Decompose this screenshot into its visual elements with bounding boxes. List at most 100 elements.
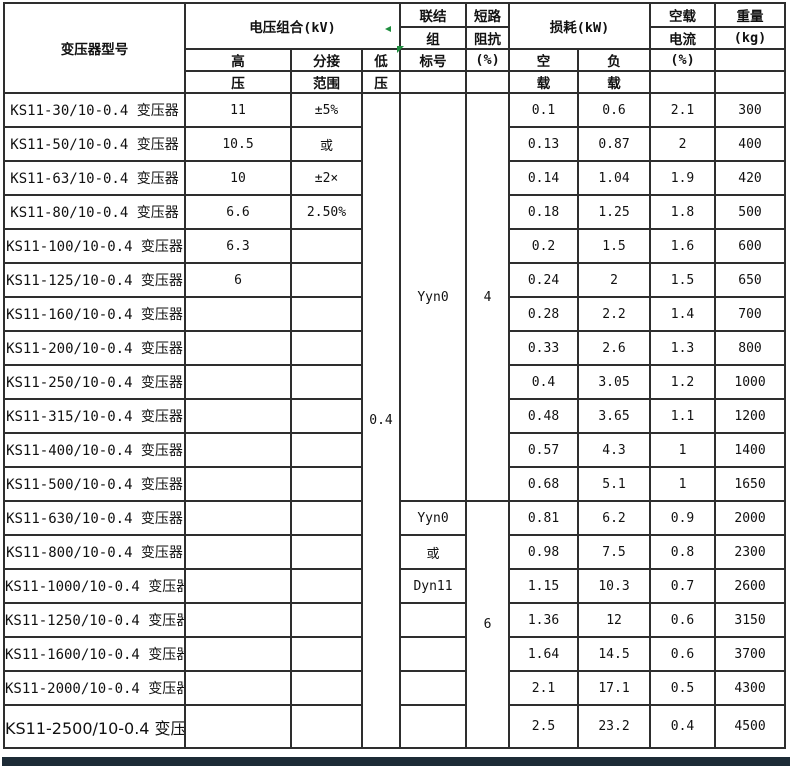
noload-loss-cell: 0.13 xyxy=(508,126,580,162)
header-impedance-empty xyxy=(465,70,511,94)
weight-cell: 700 xyxy=(714,296,787,332)
tap-range-cell: ±2× xyxy=(290,160,363,196)
tap-range-cell xyxy=(290,330,363,366)
header-weight-empty2 xyxy=(714,70,787,94)
noload-loss-cell: 0.18 xyxy=(508,194,580,230)
header-current-line3: (%) xyxy=(649,48,717,72)
load-loss-cell: 4.3 xyxy=(577,432,652,468)
header-load-loss-line2: 载 xyxy=(577,70,652,94)
weight-cell: 1200 xyxy=(714,398,787,434)
header-current-line1: 空载 xyxy=(649,2,717,28)
weight-cell: 800 xyxy=(714,330,787,366)
connection-group-cell xyxy=(399,670,468,706)
tap-range-cell xyxy=(290,466,363,502)
tap-range-cell xyxy=(290,500,363,536)
weight-cell: 1000 xyxy=(714,364,787,400)
header-model: 变压器型号 xyxy=(3,2,186,94)
table-row: KS11-800/10-0.4 变压器 或 0.98 7.5 0.8 2300 xyxy=(3,534,787,570)
table-row: KS11-50/10-0.4 变压器 10.5 或 0.13 0.87 2 400 xyxy=(3,126,787,162)
header-loss: 损耗(kW) xyxy=(508,2,652,50)
tap-range-cell xyxy=(290,602,363,638)
tap-range-cell xyxy=(290,534,363,570)
tap-range-cell xyxy=(290,262,363,298)
hv-voltage-cell: 11 xyxy=(184,92,292,128)
header-hv-line2: 压 xyxy=(184,70,292,94)
noload-loss-cell: 0.2 xyxy=(508,228,580,264)
noload-loss-cell: 0.48 xyxy=(508,398,580,434)
hv-voltage-cell xyxy=(184,398,292,434)
weight-cell: 4300 xyxy=(714,670,787,706)
hv-voltage-cell xyxy=(184,466,292,502)
noload-current-cell: 1 xyxy=(649,432,717,468)
noload-current-cell: 1.9 xyxy=(649,160,717,196)
load-loss-cell: 2 xyxy=(577,262,652,298)
header-row-4: 压 范围 压 载 载 xyxy=(4,70,787,94)
hv-voltage-cell: 10 xyxy=(184,160,292,196)
header-tap-line1: 分接 xyxy=(290,48,363,72)
connection-group-cell: Dyn11 xyxy=(399,568,468,604)
table-row: KS11-2000/10-0.4 变压器 2.1 17.1 0.5 4300 xyxy=(3,670,787,706)
noload-current-cell: 2.1 xyxy=(649,92,717,128)
header-noload-loss-line2: 载 xyxy=(508,70,580,94)
hv-voltage-cell: 6.6 xyxy=(184,194,292,230)
header-weight-line2: (kg) xyxy=(714,26,787,50)
noload-current-cell: 1 xyxy=(649,466,717,502)
hv-voltage-cell xyxy=(184,636,292,672)
transformer-spec-table: 变压器型号 电压组合(kV) 联结 短路 损耗(kW) 空载 重量 组 阻抗 电… xyxy=(3,2,787,749)
noload-loss-cell: 0.24 xyxy=(508,262,580,298)
hv-voltage-cell xyxy=(184,330,292,366)
noload-current-cell: 1.6 xyxy=(649,228,717,264)
model-cell: KS11-500/10-0.4 变压器 xyxy=(3,466,186,502)
noload-loss-cell: 2.5 xyxy=(508,704,580,749)
header-connection-line3: 标号 xyxy=(399,48,468,72)
hv-voltage-cell xyxy=(184,704,292,749)
header-lv-line2: 压 xyxy=(360,70,402,94)
connection-group-cell: Yyn0 xyxy=(399,500,468,536)
header-impedance-line3: (%) xyxy=(465,48,511,72)
hv-voltage-cell xyxy=(184,670,292,706)
model-cell: KS11-125/10-0.4 变压器 xyxy=(3,262,186,298)
table-header: 变压器型号 电压组合(kV) 联结 短路 损耗(kW) 空载 重量 组 阻抗 电… xyxy=(3,2,787,94)
header-current-empty xyxy=(649,70,717,94)
weight-cell: 500 xyxy=(714,194,787,230)
table-row: KS11-630/10-0.4 变压器 Yyn0 6 0.81 6.2 0.9 2000 xyxy=(3,500,787,749)
model-cell: KS11-30/10-0.4 变压器 xyxy=(3,92,186,128)
header-impedance-line2: 阻抗 xyxy=(465,26,511,50)
header-weight-empty xyxy=(714,48,787,72)
weight-cell: 1650 xyxy=(714,466,787,502)
hv-voltage-cell xyxy=(184,534,292,570)
weight-cell: 400 xyxy=(714,126,787,162)
model-cell: KS11-1600/10-0.4 变压器 xyxy=(3,636,186,672)
noload-current-cell: 0.9 xyxy=(649,500,717,536)
model-cell: KS11-50/10-0.4 变压器 xyxy=(3,126,186,162)
model-cell: KS11-200/10-0.4 变压器 xyxy=(3,330,186,366)
load-loss-cell: 2.2 xyxy=(577,296,652,332)
header-connection-line2: 组 xyxy=(399,26,468,50)
excel-green-flag-icon xyxy=(385,26,391,32)
table-row: KS11-100/10-0.4 变压器 6.3 0.2 1.5 1.6 600 xyxy=(3,228,787,264)
header-connection-empty xyxy=(399,70,468,94)
noload-loss-cell: 0.28 xyxy=(508,296,580,332)
table-row: KS11-200/10-0.4 变压器 0.33 2.6 1.3 800 xyxy=(3,330,787,366)
table-row: KS11-400/10-0.4 变压器 0.57 4.3 1 1400 xyxy=(3,432,787,468)
hv-voltage-cell xyxy=(184,364,292,400)
weight-cell: 1400 xyxy=(714,432,787,468)
connection-group-cell: 或 xyxy=(399,534,468,570)
tap-range-cell xyxy=(290,296,363,332)
hv-voltage-cell xyxy=(184,602,292,638)
table-row: KS11-500/10-0.4 变压器 0.68 5.1 1 1650 xyxy=(3,466,787,502)
noload-current-cell: 1.3 xyxy=(649,330,717,366)
model-cell: KS11-2000/10-0.4 变压器 xyxy=(3,670,186,706)
model-cell: KS11-400/10-0.4 变压器 xyxy=(3,432,186,468)
load-loss-cell: 3.65 xyxy=(577,398,652,434)
noload-current-cell: 0.6 xyxy=(649,602,717,638)
weight-cell: 2300 xyxy=(714,534,787,570)
header-row-3: 高 分接 低 标号 (%) 空 负 (%) xyxy=(4,48,787,72)
model-cell: KS11-315/10-0.4 变压器 xyxy=(3,398,186,434)
load-loss-cell: 1.04 xyxy=(577,160,652,196)
model-cell: KS11-160/10-0.4 变压器 xyxy=(3,296,186,332)
noload-loss-cell: 0.57 xyxy=(508,432,580,468)
table-row: KS11-30/10-0.4 变压器 11 ±5% 0.4 Yyn0 4 0.1 0.6 2.1… xyxy=(3,92,787,749)
impedance-merged-cell: 4 xyxy=(465,92,511,502)
header-tap-line2: 范围 xyxy=(290,70,363,94)
